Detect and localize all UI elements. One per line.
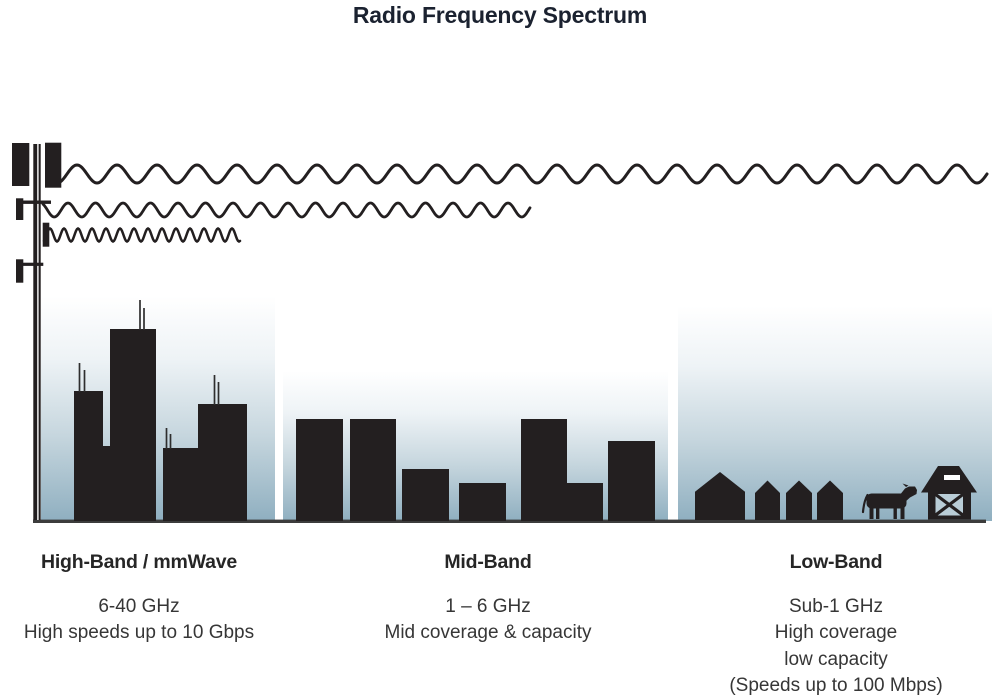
countryside [695,466,977,520]
band-frequency: Sub-1 GHz [789,595,883,617]
waves-layer [41,163,989,243]
suburb-buildings [296,419,655,521]
band-name: Mid-Band [444,551,532,573]
spectrum-illustration [12,142,992,523]
building [103,446,110,521]
house [786,480,812,520]
band-name: Low-Band [789,551,883,573]
building [567,483,603,521]
house [817,480,843,520]
band-detail: (Speeds up to 100 Mbps) [729,675,943,696]
band-detail: High speeds up to 10 Gbps [23,622,255,643]
antenna-panel [16,198,24,220]
building [198,404,247,521]
high-band-wave [42,227,242,243]
building [402,469,449,521]
house [695,472,745,520]
barn-icon [921,466,977,520]
band-detail: High coverage [774,622,898,643]
high-band-caption: High-Band / mmWave 6-40 GHz High speeds … [0,549,289,647]
city-skyline [74,300,247,521]
ground-line [33,519,986,523]
mid-band-caption: Mid-Band 1 – 6 GHz Mid coverage & capaci… [338,549,638,647]
rooftop-antennas [78,300,220,449]
building [74,391,103,521]
band-detail: Mid coverage & capacity [384,622,592,643]
building [296,419,343,521]
cell-tower-icon [12,142,62,520]
cow-icon [861,483,917,519]
band-frequency: 1 – 6 GHz [445,595,531,617]
tower-crossbar [18,262,44,266]
building [163,448,198,521]
low-band-wave [55,163,989,185]
building [521,419,567,521]
band-name: High-Band / mmWave [40,551,238,573]
page-title: Radio Frequency Spectrum [352,2,648,28]
antenna-panel [16,259,24,283]
tower-crossbar [18,200,51,204]
building [459,483,506,521]
antenna-panel [45,142,62,188]
building [110,329,156,521]
low-band-caption: Low-Band Sub-1 GHz High coverage low cap… [686,549,986,700]
building [608,441,655,521]
band-frequency: 6-40 GHz [98,595,180,617]
house [755,480,780,520]
building [350,419,396,521]
antenna-panel [12,143,30,186]
mid-band-wave [41,201,532,219]
band-detail: low capacity [784,648,888,670]
